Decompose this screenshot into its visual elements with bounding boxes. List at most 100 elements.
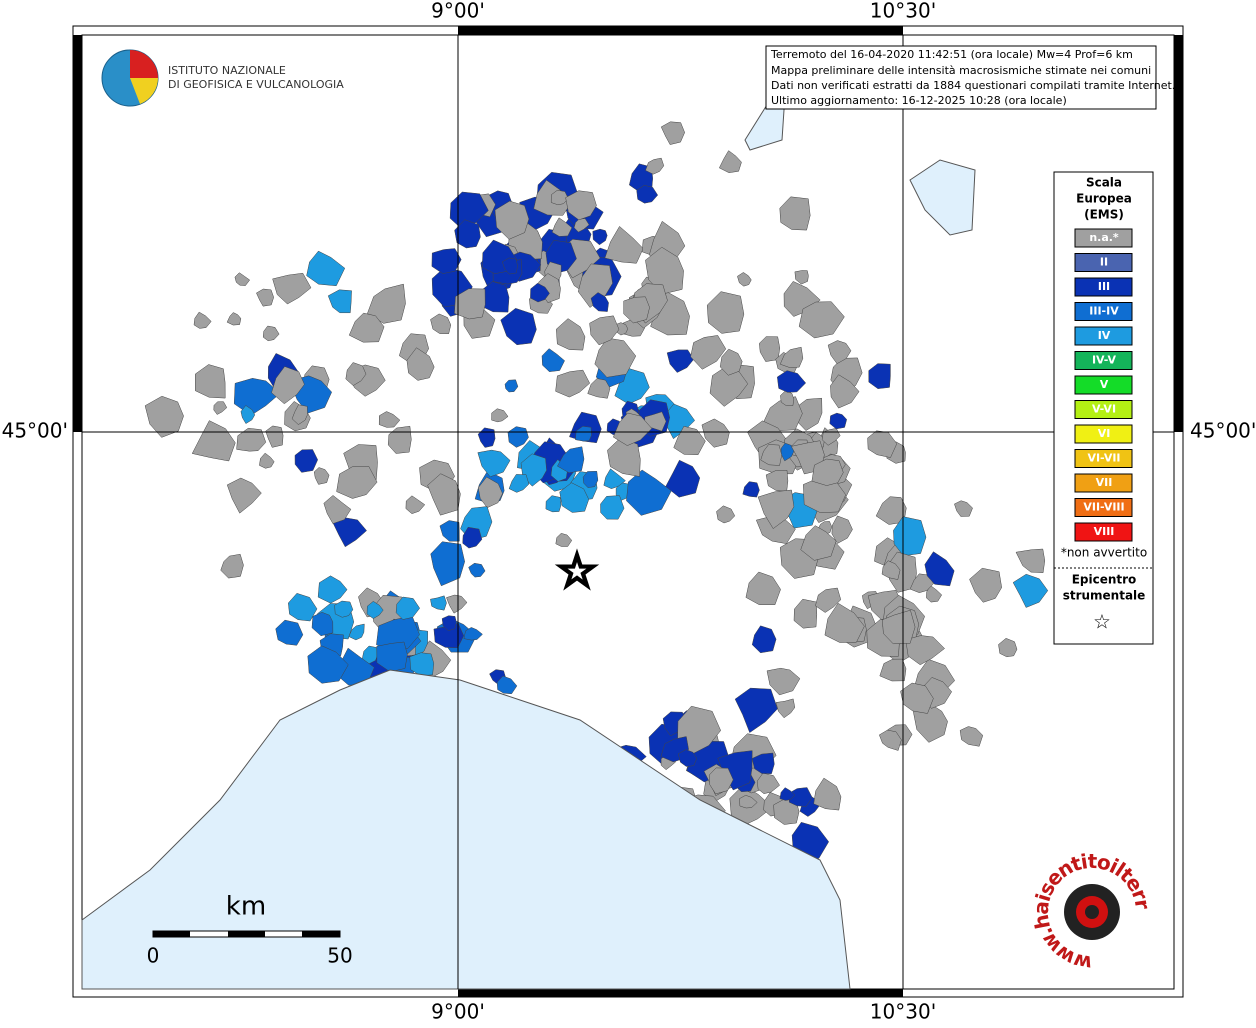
lat-label: 45°00'	[2, 419, 68, 443]
municipality	[508, 474, 530, 493]
municipality	[361, 645, 378, 665]
municipality	[905, 635, 945, 666]
municipality	[777, 370, 807, 393]
municipality	[745, 571, 781, 605]
frame-bar	[1174, 35, 1183, 432]
legend-swatch	[1074, 302, 1133, 321]
municipality	[430, 595, 447, 611]
info-line: Dati non verificati estratti da 1884 que…	[771, 79, 1175, 92]
municipality	[463, 627, 483, 641]
legend-label: V-VI	[1092, 403, 1116, 416]
municipality	[555, 369, 591, 398]
municipality	[660, 121, 685, 145]
municipality	[501, 257, 518, 275]
municipality	[468, 562, 486, 578]
municipality	[557, 446, 585, 474]
municipality	[323, 495, 352, 524]
municipality	[573, 218, 590, 233]
legend-label: II	[1100, 256, 1108, 269]
municipality	[959, 726, 984, 747]
municipality	[969, 567, 1002, 603]
municipality	[821, 428, 841, 446]
legend-note: *non avvertito	[1061, 546, 1147, 560]
municipality	[378, 411, 401, 428]
municipality	[600, 495, 625, 520]
municipality	[430, 313, 452, 334]
municipality	[575, 426, 592, 442]
municipality	[307, 645, 349, 684]
legend-label: III	[1098, 280, 1110, 293]
lake	[909, 159, 976, 236]
municipality	[291, 404, 308, 425]
municipality	[760, 444, 782, 466]
municipality	[240, 405, 256, 424]
municipality	[706, 291, 745, 334]
municipality	[794, 270, 809, 285]
municipality	[376, 641, 408, 673]
municipality	[1015, 548, 1046, 573]
info-line: Ultimo aggiornamento: 16-12-2025 10:28 (…	[771, 94, 1067, 107]
legend-swatch	[1074, 400, 1133, 419]
municipality	[793, 598, 818, 629]
municipality	[666, 349, 695, 373]
municipality	[220, 553, 244, 579]
scale-segment	[153, 931, 190, 937]
municipality	[259, 452, 275, 469]
municipality	[275, 619, 304, 646]
municipality	[313, 467, 330, 485]
info-line: Terremoto del 16-04-2020 11:42:51 (ora l…	[770, 48, 1133, 61]
municipality	[565, 190, 597, 221]
legend-swatch	[1074, 253, 1133, 272]
municipality	[541, 348, 565, 372]
municipality	[431, 248, 462, 274]
municipality	[545, 495, 562, 513]
scale-segment	[302, 931, 340, 937]
lon-label: 9°00'	[431, 0, 485, 23]
municipality	[924, 551, 955, 587]
municipality	[500, 308, 537, 346]
municipality	[256, 288, 274, 307]
municipality	[477, 449, 511, 478]
municipality	[446, 594, 468, 614]
municipality	[191, 420, 236, 462]
municipality	[708, 767, 734, 795]
municipality	[226, 312, 242, 326]
municipality	[504, 379, 519, 393]
scale-segment	[228, 931, 265, 937]
institute-name: DI GEOFISICA E VULCANOLOGIA	[168, 78, 344, 91]
municipality	[829, 412, 847, 430]
legend-title: Europea	[1076, 192, 1132, 206]
municipality	[367, 283, 406, 324]
municipality	[592, 228, 608, 246]
municipality	[607, 437, 641, 477]
municipality	[294, 449, 318, 473]
municipality	[345, 362, 367, 386]
legend-label: IV	[1098, 329, 1111, 342]
frame-bar	[458, 989, 903, 997]
municipality	[811, 458, 844, 486]
municipality	[317, 575, 348, 604]
municipality	[454, 288, 486, 320]
municipality	[551, 217, 573, 237]
municipality	[441, 615, 457, 631]
municipality	[636, 185, 659, 204]
municipality	[213, 401, 228, 415]
legend-swatch	[1074, 498, 1133, 517]
sea	[81, 669, 851, 990]
municipality	[623, 296, 650, 324]
municipality	[739, 795, 758, 809]
municipality	[737, 272, 752, 287]
municipality	[798, 301, 845, 339]
institute-name: ISTITUTO NAZIONALE	[168, 64, 286, 77]
municipality	[813, 777, 842, 811]
ingv-logo-part	[130, 50, 158, 78]
municipality	[831, 515, 853, 544]
municipality	[193, 311, 212, 329]
municipality	[550, 189, 569, 206]
municipality	[612, 412, 653, 446]
municipality	[954, 500, 973, 517]
epicenter: ☆	[556, 544, 597, 598]
municipality	[779, 346, 804, 368]
municipality	[604, 226, 644, 264]
municipality	[603, 468, 626, 489]
